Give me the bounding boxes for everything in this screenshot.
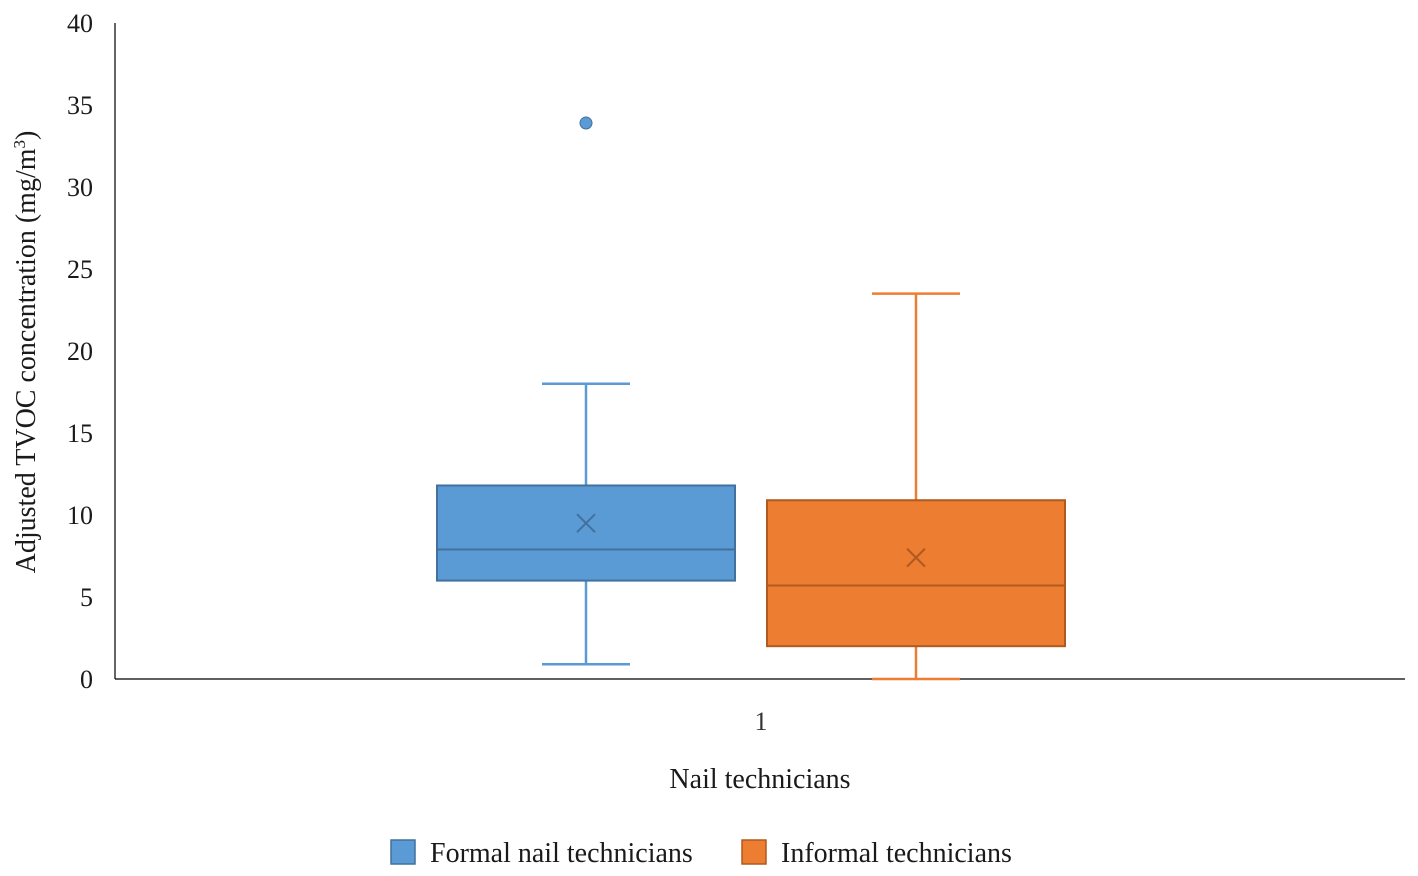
legend-label-formal: Formal nail technicians xyxy=(430,838,693,869)
box-iqr xyxy=(766,499,1066,648)
legend-label-informal: Informal technicians xyxy=(781,838,1012,869)
legend-swatch-formal xyxy=(390,839,416,865)
box-iqr xyxy=(436,484,736,582)
y-tick-label: 15 xyxy=(67,419,93,448)
box-formal xyxy=(436,116,736,666)
y-tick-label: 20 xyxy=(67,337,93,366)
legend-swatch-informal xyxy=(741,839,767,865)
x-category-label: 1 xyxy=(755,707,768,736)
y-axis-title-superscript: 3 xyxy=(10,140,29,149)
y-tick-label: 35 xyxy=(67,91,93,120)
y-axis-ticks: 0 5 10 15 20 25 30 35 40 xyxy=(67,9,93,694)
y-axis-title-end: ) xyxy=(11,131,42,140)
y-tick-label: 40 xyxy=(67,9,93,38)
y-tick-label: 30 xyxy=(67,173,93,202)
legend: Formal nail technicians Informal technic… xyxy=(390,838,1012,869)
y-tick-label: 10 xyxy=(67,501,93,530)
x-axis-title: Nail technicians xyxy=(669,764,850,795)
y-axis-title-main: Adjusted TVOC concentration (mg/m xyxy=(11,148,42,573)
y-tick-label: 5 xyxy=(80,583,93,612)
mean-marker xyxy=(906,547,926,568)
outlier-point xyxy=(579,116,593,130)
box-informal xyxy=(766,292,1066,681)
y-axis-title: Adjusted TVOC concentration (mg/m3) xyxy=(10,131,42,574)
y-tick-label: 25 xyxy=(67,255,93,284)
box-series-group xyxy=(436,116,1066,681)
mean-marker xyxy=(576,513,596,533)
y-tick-label: 0 xyxy=(80,665,93,694)
